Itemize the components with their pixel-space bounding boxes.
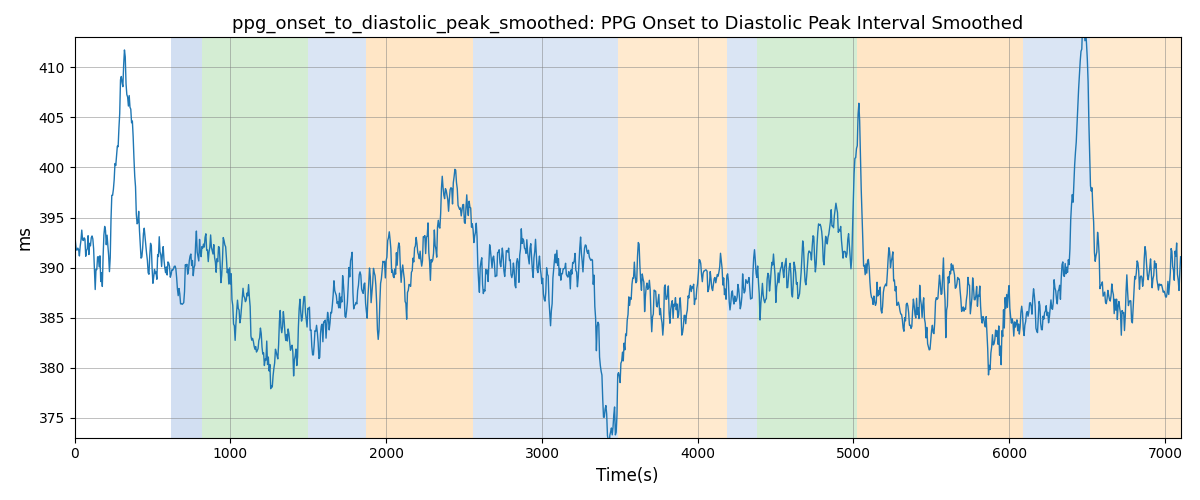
Bar	[757, 38, 857, 438]
Bar	[1024, 38, 1091, 438]
Bar	[727, 38, 757, 438]
Bar	[172, 38, 203, 438]
Bar	[474, 38, 618, 438]
X-axis label: Time(s): Time(s)	[596, 467, 659, 485]
Title: ppg_onset_to_diastolic_peak_smoothed: PPG Onset to Diastolic Peak Interval Smoot: ppg_onset_to_diastolic_peak_smoothed: PP…	[232, 15, 1024, 34]
Bar	[308, 38, 366, 438]
Bar	[203, 38, 308, 438]
Bar	[1091, 38, 1181, 438]
Y-axis label: ms: ms	[16, 225, 34, 250]
Bar	[618, 38, 727, 438]
Bar	[366, 38, 474, 438]
Bar	[857, 38, 1024, 438]
